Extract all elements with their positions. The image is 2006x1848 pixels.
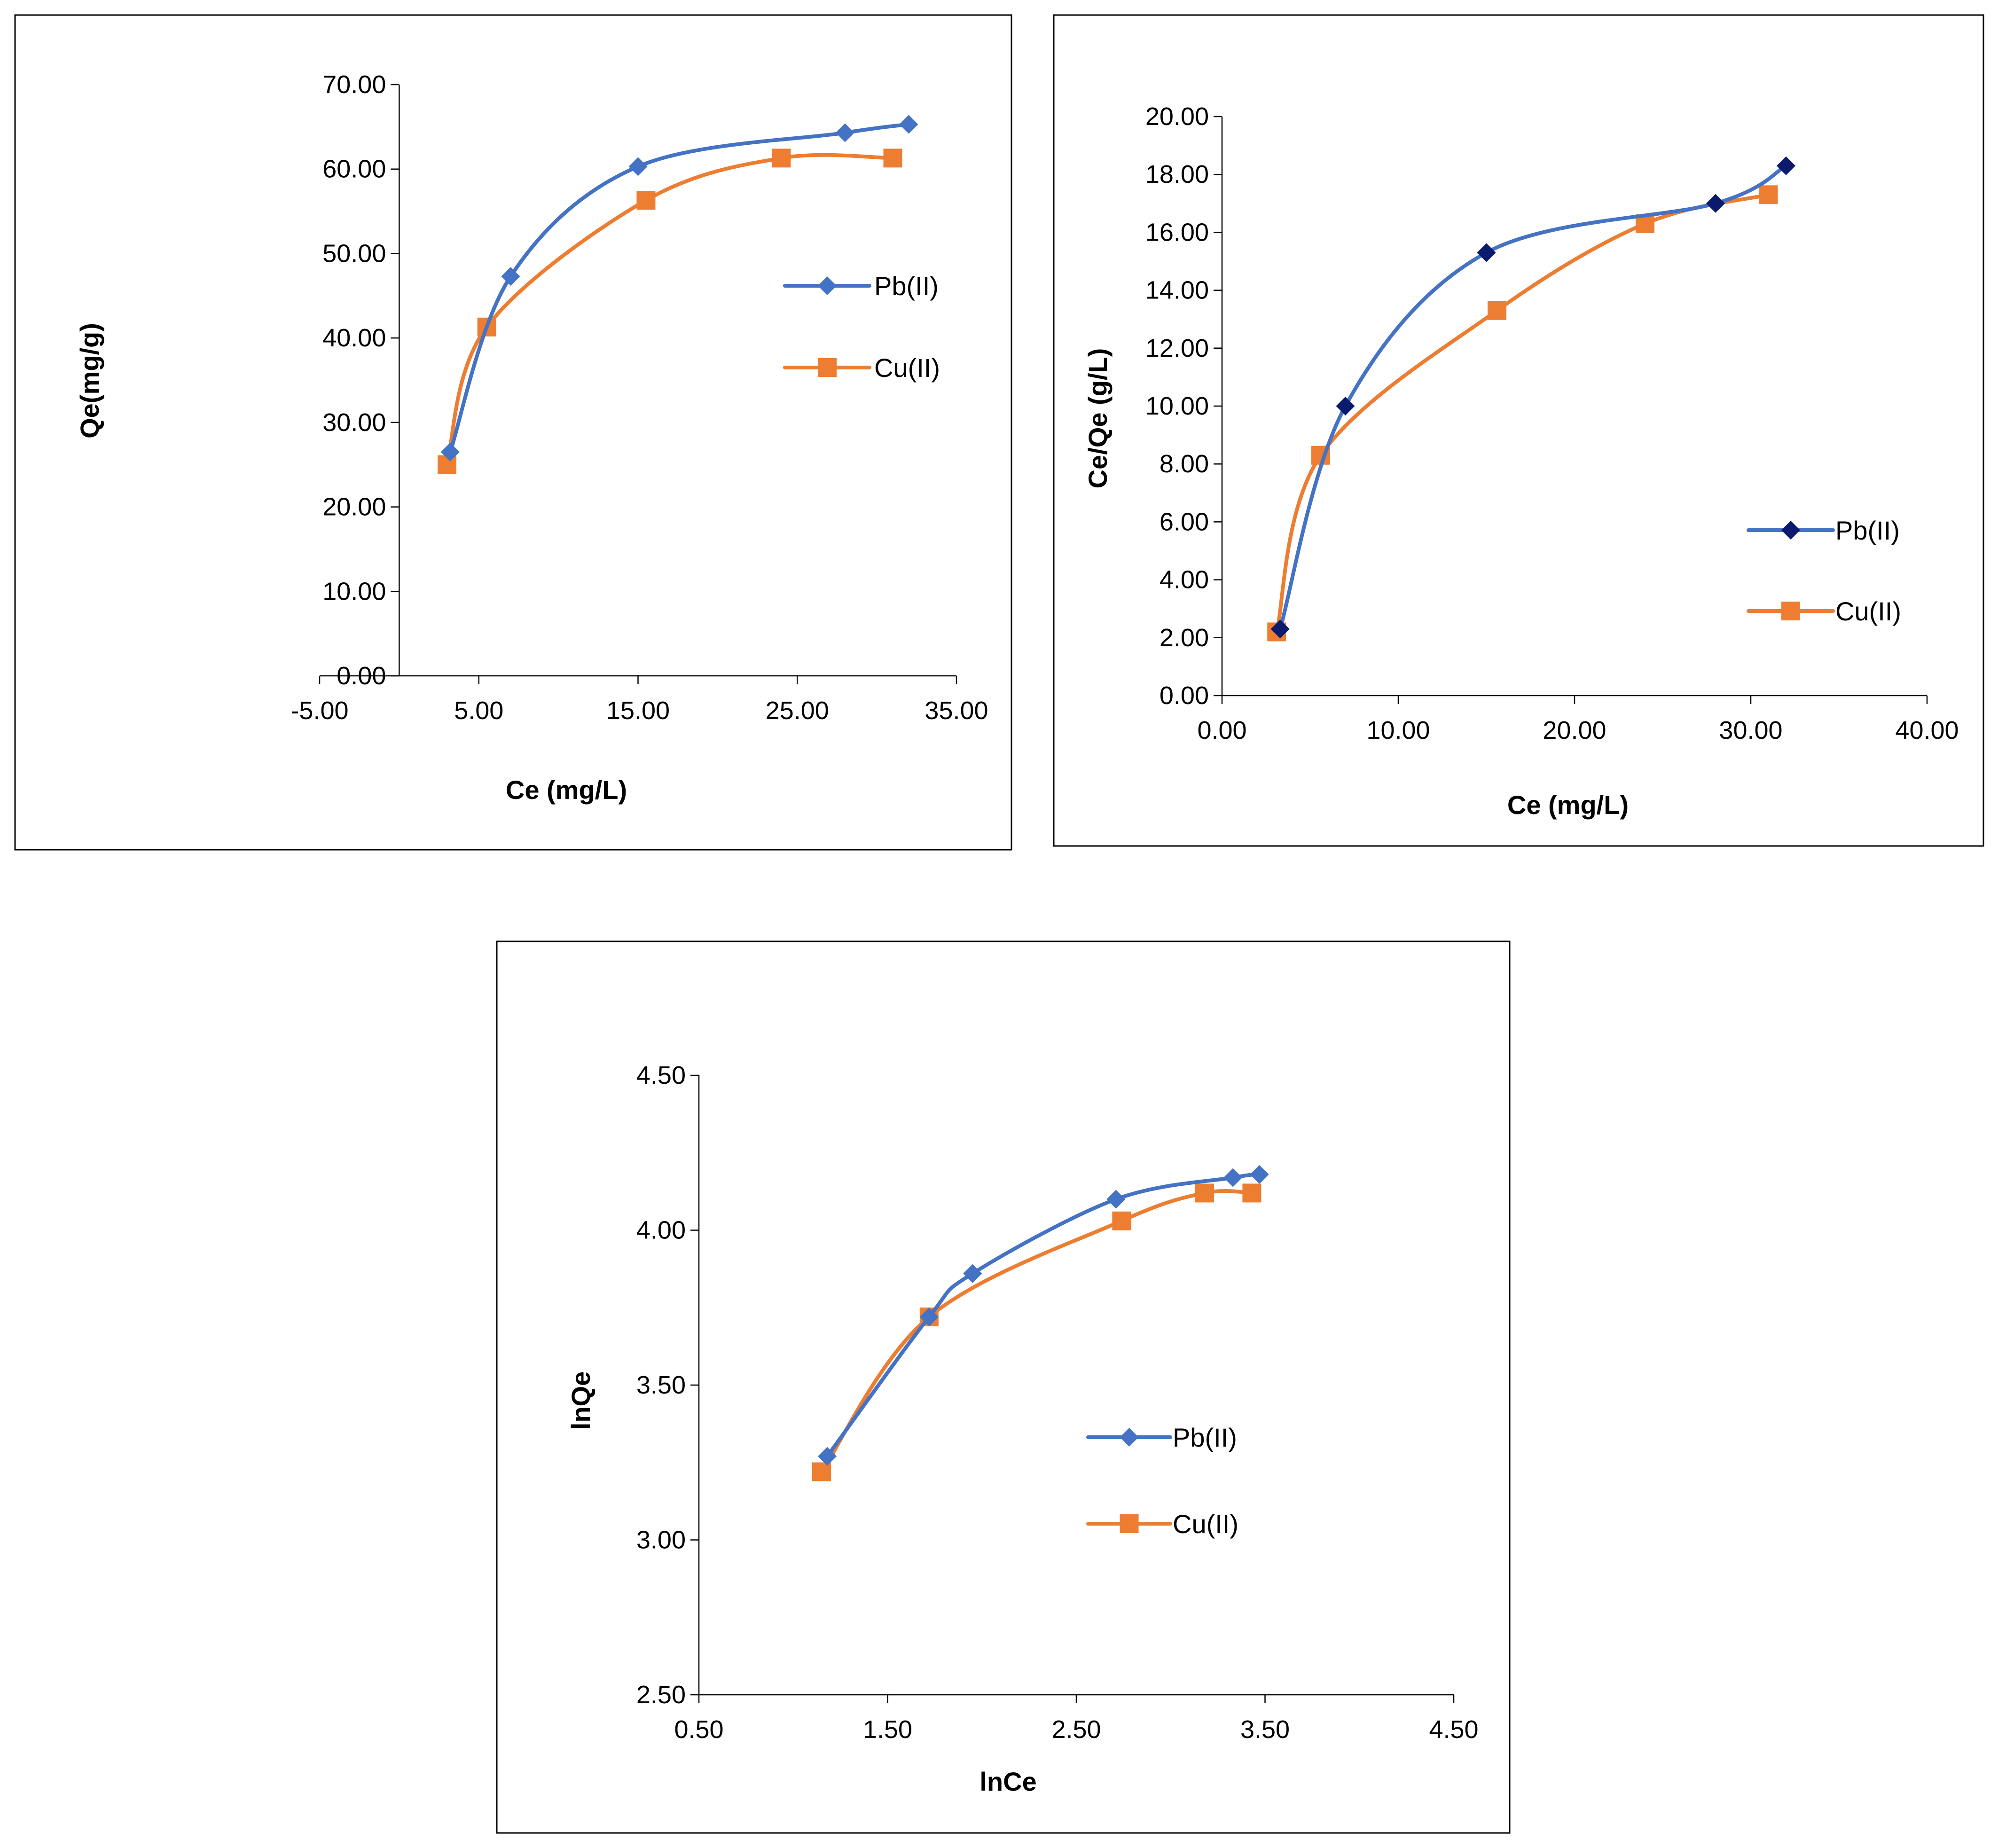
x-tick-label: 0.50 xyxy=(674,1715,723,1744)
chart-frame xyxy=(1053,14,1984,847)
data-point-pb xyxy=(628,157,648,176)
y-tick-label: 20.00 xyxy=(1145,102,1209,131)
x-tick-label: 0.00 xyxy=(1197,716,1246,744)
x-tick-label: 25.00 xyxy=(766,697,829,725)
y-tick-label: 16.00 xyxy=(1145,218,1209,246)
x-tick-label: 3.50 xyxy=(1240,1715,1290,1744)
data-point-cu xyxy=(883,149,902,168)
y-tick-label: 4.00 xyxy=(1160,566,1209,594)
data-point-cu xyxy=(1759,185,1778,204)
data-point-cu xyxy=(438,455,456,474)
y-tick-label: 40.00 xyxy=(322,324,386,352)
chart-freundlich-linear: 2.50 3.00 3.50 4.00 4.50 0.50 1.50 2.50 3.50 4.50… xyxy=(496,940,1511,1834)
x-tick-label: 10.00 xyxy=(1366,716,1430,744)
y-tick-label: 14.00 xyxy=(1145,276,1209,305)
data-point-pb xyxy=(1270,619,1290,639)
data-point-pb xyxy=(818,1447,837,1466)
y-tick-label: 2.00 xyxy=(1160,624,1209,652)
data-point-pb xyxy=(899,115,918,134)
data-point-pb xyxy=(1706,194,1725,213)
x-tick-label: 20.00 xyxy=(1543,716,1606,744)
data-point-pb xyxy=(501,266,520,286)
x-tick-label: 2.50 xyxy=(1051,1715,1101,1744)
legend-label-cu: Cu(II) xyxy=(874,353,940,383)
y-tick-label: 30.00 xyxy=(322,408,386,437)
x-tick-label: 1.50 xyxy=(863,1715,912,1744)
chart-freundlich-langmuir-qe: 0.00 10.00 20.00 30.00 40.00 50.00 60.00 70.00 -… xyxy=(14,14,1012,851)
chart-frame xyxy=(496,940,1511,1834)
data-point-cu xyxy=(1112,1211,1131,1230)
y-tick-label: 20.00 xyxy=(322,493,386,521)
y-tick-label: 50.00 xyxy=(322,239,386,267)
data-point-pb xyxy=(835,123,854,142)
y-tick-label: 3.00 xyxy=(636,1526,686,1554)
legend-marker-pb xyxy=(818,276,837,295)
y-axis-title: Ce/Qe (g/L) xyxy=(1083,348,1113,489)
y-tick-label: 6.00 xyxy=(1160,508,1209,536)
x-axis-title: Ce (mg/L) xyxy=(1507,790,1629,820)
x-tick-label: 15.00 xyxy=(606,697,670,725)
data-point-cu xyxy=(636,191,656,210)
data-point-pb xyxy=(1106,1190,1126,1209)
chart-langmuir-linear: 0.00 2.00 4.00 6.00 8.00 10.00 12.00 14.00 16.00… xyxy=(1053,14,1984,847)
y-axis-title: lnQe xyxy=(566,1371,596,1430)
data-point-pb xyxy=(1777,156,1795,175)
y-tick-label: 8.00 xyxy=(1160,450,1209,478)
legend-label-pb: Pb(II) xyxy=(1173,1423,1237,1452)
data-point-pb xyxy=(1250,1165,1269,1184)
legend-marker-pb xyxy=(1781,521,1800,540)
legend-label-pb: Pb(II) xyxy=(874,271,939,301)
data-point-pb xyxy=(440,442,460,462)
legend-label-cu: Cu(II) xyxy=(1835,596,1901,626)
x-tick-label: 35.00 xyxy=(925,697,988,725)
data-point-pb xyxy=(1336,397,1355,415)
x-tick-label: 5.00 xyxy=(454,697,503,725)
data-point-cu xyxy=(1242,1183,1262,1203)
data-point-cu xyxy=(812,1462,831,1481)
x-tick-label: 4.50 xyxy=(1429,1715,1478,1744)
y-tick-label: 4.00 xyxy=(636,1216,686,1245)
data-point-pb xyxy=(919,1308,939,1327)
y-tick-label: 70.00 xyxy=(322,70,386,99)
series-line-cu xyxy=(445,153,895,467)
legend-marker-cu xyxy=(818,358,837,377)
legend-marker-cu xyxy=(1781,602,1800,620)
x-tick-label: -5.00 xyxy=(290,697,348,725)
data-point-cu xyxy=(1488,301,1506,320)
y-tick-label: 2.50 xyxy=(636,1681,686,1709)
series-line-cu xyxy=(1275,193,1771,634)
legend-label-cu: Cu(II) xyxy=(1173,1509,1238,1539)
data-point-pb xyxy=(1223,1168,1243,1187)
data-point-cu xyxy=(1195,1183,1215,1203)
y-tick-label: 0.00 xyxy=(337,662,386,690)
x-tick-label: 30.00 xyxy=(1719,716,1782,744)
y-axis-title: Qe(mg/g) xyxy=(75,323,104,439)
y-tick-label: 4.50 xyxy=(636,1061,686,1089)
y-tick-label: 3.50 xyxy=(636,1371,686,1399)
legend-marker-cu xyxy=(1120,1514,1139,1533)
data-point-cu xyxy=(772,149,791,168)
chart-frame xyxy=(14,14,1012,851)
x-tick-label: 40.00 xyxy=(1895,716,1959,744)
legend-marker-pb xyxy=(1120,1428,1139,1447)
x-axis-title: Ce (mg/L) xyxy=(506,775,627,805)
y-tick-label: 0.00 xyxy=(1160,681,1209,710)
y-tick-label: 60.00 xyxy=(322,155,386,183)
data-point-pb xyxy=(1477,243,1496,262)
series-line-pb xyxy=(825,1172,1262,1458)
legend-label-pb: Pb(II) xyxy=(1835,516,1900,545)
data-point-pb xyxy=(963,1264,982,1283)
y-tick-label: 18.00 xyxy=(1145,160,1209,188)
x-axis-title: lnCe xyxy=(979,1767,1036,1796)
y-tick-label: 12.00 xyxy=(1145,334,1209,362)
y-tick-label: 10.00 xyxy=(322,577,386,605)
y-tick-label: 10.00 xyxy=(1145,392,1209,420)
